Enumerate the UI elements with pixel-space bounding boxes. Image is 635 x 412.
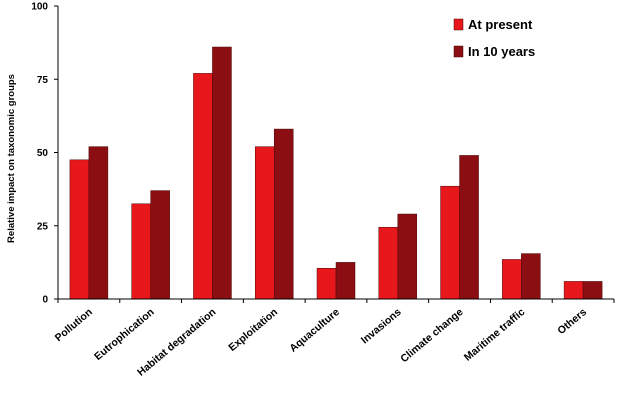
x-category-label: Climate change <box>398 306 465 365</box>
bar-in-10-years <box>335 262 356 300</box>
y-tick-label: 25 <box>37 221 49 232</box>
bar-in-10-years <box>582 281 603 300</box>
bar-at-present <box>69 159 90 300</box>
x-category-label: Pollution <box>53 306 95 344</box>
legend-swatch <box>453 18 464 31</box>
bar-at-present <box>378 226 399 300</box>
bar-at-present <box>502 259 522 300</box>
legend: At present In 10 years <box>453 17 535 59</box>
y-tick-label: 50 <box>37 148 49 159</box>
bar-in-10-years <box>397 213 418 300</box>
x-category-label: Eutrophication <box>92 306 156 363</box>
bar-at-present <box>563 281 584 300</box>
bar-at-present <box>254 146 275 300</box>
y-tick-label: 75 <box>37 75 49 86</box>
bar-in-10-years <box>273 128 294 300</box>
y-tick-label: 100 <box>31 2 48 13</box>
x-category-label: Aquaculture <box>287 306 342 355</box>
bar-in-10-years <box>521 253 541 300</box>
bar-at-present <box>316 267 337 300</box>
legend-label: At present <box>468 17 533 32</box>
bar-in-10-years <box>212 46 232 300</box>
x-category-label: Invasions <box>359 306 404 346</box>
legend-swatch <box>453 45 464 58</box>
x-category-label: Maritime traffic <box>462 306 527 364</box>
bar-in-10-years <box>459 155 479 300</box>
bar-at-present <box>193 73 213 300</box>
bar-in-10-years <box>88 146 109 300</box>
bar-at-present <box>131 203 151 300</box>
bar-in-10-years <box>150 190 170 300</box>
y-axis-title: Relative impact on taxonomic groups <box>6 74 17 243</box>
bars-layer <box>69 46 603 300</box>
x-category-label: Others <box>555 306 589 337</box>
bar-at-present <box>440 185 460 300</box>
y-axis-ticks: 0 25 50 75 100 <box>31 2 58 306</box>
x-category-label: Exploitation <box>226 306 280 354</box>
y-tick-label: 0 <box>42 295 48 306</box>
legend-label: In 10 years <box>468 44 535 59</box>
